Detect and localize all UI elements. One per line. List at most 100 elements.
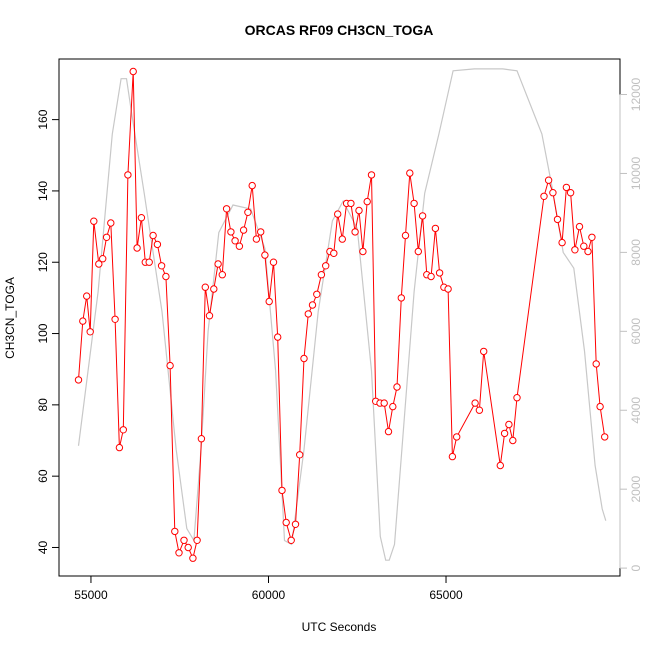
data-point	[401, 231, 410, 240]
data-point	[133, 244, 141, 252]
data-point	[257, 228, 265, 236]
y-tick-label: 60	[36, 469, 50, 483]
data-point	[115, 443, 124, 452]
data-point	[189, 554, 197, 562]
x-tick-label: 65000	[429, 588, 463, 602]
data-point	[296, 451, 304, 459]
data-point	[235, 242, 244, 250]
data-point	[575, 222, 584, 231]
data-point	[393, 383, 401, 391]
data-point	[596, 402, 604, 411]
data-point	[601, 433, 609, 441]
data-point	[79, 317, 87, 325]
data-point	[549, 189, 557, 197]
data-point	[197, 435, 206, 443]
data-point	[359, 247, 367, 256]
y-tick-label: 160	[36, 109, 50, 129]
data-point	[496, 461, 504, 470]
data-point	[355, 206, 363, 215]
data-point	[184, 543, 192, 552]
data-point	[397, 294, 405, 302]
data-point	[90, 217, 98, 225]
data-point	[102, 233, 111, 242]
x-axis: 55000 60000 65000	[74, 575, 463, 602]
data-point	[111, 315, 119, 323]
y2-tick-label: 6000	[629, 318, 643, 345]
data-point	[471, 399, 479, 407]
data-point	[300, 354, 308, 363]
data-point	[351, 228, 359, 236]
data-point	[86, 328, 94, 336]
data-point	[406, 169, 414, 177]
data-point	[287, 536, 295, 544]
data-point	[334, 210, 342, 218]
data-point	[540, 192, 548, 201]
data-point	[304, 310, 312, 318]
data-point	[201, 283, 210, 291]
data-point	[119, 426, 128, 434]
y-tick-label: 120	[36, 252, 50, 272]
x-tick-label: 55000	[74, 588, 108, 602]
secondary-series-layer	[77, 68, 607, 561]
data-point	[171, 527, 179, 536]
plot-frame	[58, 58, 621, 577]
data-point	[278, 486, 286, 495]
primary-series-layer	[74, 67, 609, 562]
data-point	[166, 361, 174, 370]
chart-title: ORCAS RF09 CH3CN_TOGA	[245, 22, 434, 38]
data-point	[480, 347, 488, 356]
data-point	[222, 205, 231, 213]
data-point	[384, 427, 393, 436]
y-tick-label: 100	[36, 323, 50, 343]
data-point	[444, 285, 452, 293]
data-point	[153, 240, 162, 249]
data-point	[558, 238, 566, 247]
data-point	[239, 226, 248, 234]
data-point	[330, 249, 338, 258]
data-point	[347, 199, 355, 208]
data-point	[410, 199, 418, 208]
data-point	[389, 402, 397, 411]
data-point	[218, 271, 227, 279]
data-point	[248, 181, 256, 190]
data-point	[571, 246, 579, 254]
data-point	[505, 420, 513, 429]
data-point	[231, 237, 239, 245]
y-tick-label: 140	[36, 181, 50, 201]
y2-tick-label: 2000	[629, 476, 643, 503]
data-point	[83, 292, 91, 300]
data-point	[453, 433, 461, 441]
data-point	[205, 312, 214, 320]
data-point	[269, 258, 278, 266]
data-point	[418, 212, 427, 220]
y-axis-label: CH3CN_TOGA	[3, 277, 17, 359]
y2-tick-label: 10000	[629, 156, 643, 190]
data-point	[244, 208, 252, 217]
y2-tick-label: 0	[629, 564, 643, 571]
data-point	[448, 452, 457, 461]
data-point	[562, 183, 571, 192]
data-point	[95, 260, 103, 268]
data-point	[149, 231, 157, 240]
secondary-series-line	[77, 68, 607, 561]
data-point	[74, 376, 83, 384]
data-point	[145, 258, 153, 266]
data-point	[137, 214, 146, 222]
data-point	[431, 224, 440, 233]
data-point	[265, 297, 273, 306]
data-point	[214, 260, 222, 268]
x-tick-label: 60000	[252, 588, 286, 602]
secondary-y-axis: 0 2000 4000 6000 8000 10000 12000	[619, 78, 643, 571]
data-point	[162, 272, 170, 281]
data-point	[380, 399, 388, 407]
primary-series-line	[78, 71, 606, 560]
data-point	[553, 215, 562, 224]
data-point	[338, 235, 346, 243]
y-axis: 40 60 80 100 120 140 160	[36, 109, 60, 554]
y-tick-label: 40	[36, 540, 50, 554]
data-point	[227, 228, 235, 236]
data-point	[513, 394, 521, 402]
data-point	[584, 247, 592, 256]
data-point	[252, 235, 261, 243]
